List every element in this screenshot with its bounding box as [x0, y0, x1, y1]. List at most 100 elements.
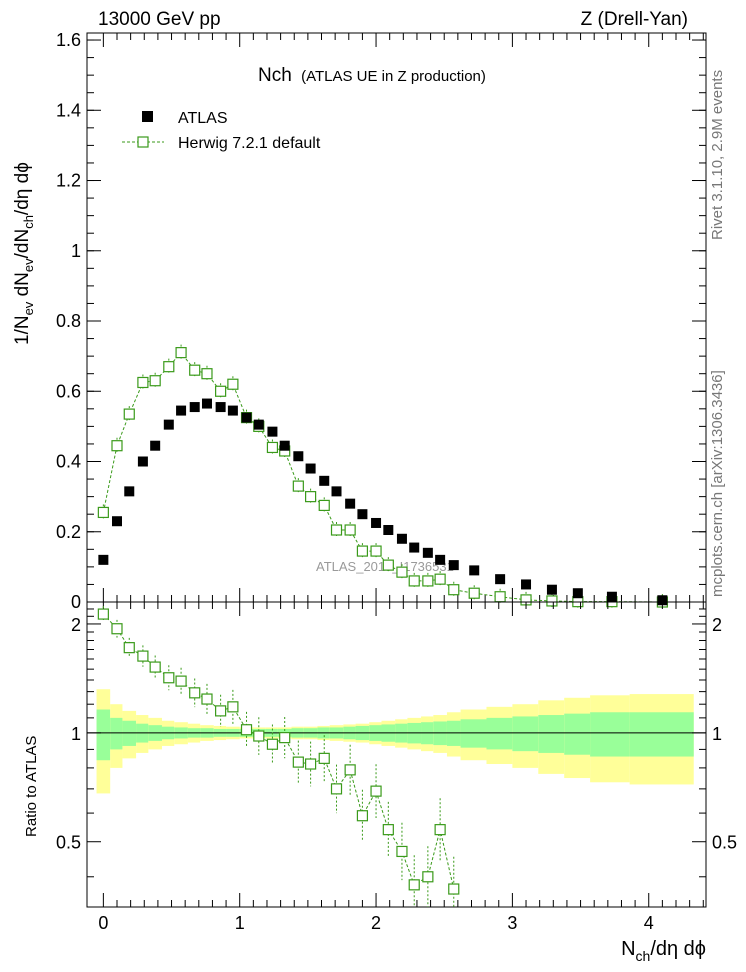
herwig-point: [468, 587, 480, 599]
ratio-point: [137, 650, 149, 662]
rivet-label: Rivet 3.1.10, 2.9M events: [709, 70, 726, 240]
ratio-curve: [102, 613, 455, 890]
main-ytick-label: 0.2: [56, 522, 81, 542]
herwig-point: [163, 361, 175, 373]
plot-title-sub: (ATLAS UE in Z production): [301, 68, 486, 85]
band-inner: [512, 716, 539, 752]
ratio-point: [305, 758, 317, 770]
herwig-point: [330, 524, 343, 536]
ratio-ticks: [87, 602, 706, 907]
ratio-ytick-label: 1: [71, 724, 81, 744]
herwig-point: [201, 368, 213, 380]
band-inner: [564, 713, 591, 755]
band-inner: [590, 712, 630, 757]
main-ytick-label: 0.4: [56, 452, 81, 472]
ratio-herwig-line: [102, 613, 455, 890]
atlas-point: [657, 595, 668, 606]
ratio-point: [370, 785, 382, 797]
main-ytick-label: 0.6: [56, 381, 81, 401]
atlas-point: [111, 516, 122, 527]
band-inner: [446, 720, 461, 746]
xtick-label: 4: [644, 913, 654, 933]
atlas-point: [98, 554, 109, 565]
herwig-point: [370, 545, 382, 557]
ratio-ytick-label: 0.5: [56, 833, 81, 853]
ratio-panel: 0.5 0.5 1 1 2 2 0 1 2 3 4 Ratio to ATLAS Nch/dη d…: [23, 601, 737, 964]
herwig-point: [266, 441, 279, 454]
atlas-point: [495, 574, 506, 585]
ratio-ylabel: Ratio to ATLAS: [23, 736, 40, 837]
main-ytick-label: 0.8: [56, 311, 81, 331]
ratio-point: [434, 824, 446, 836]
herwig-point: [344, 524, 356, 536]
herwig-point: [356, 545, 369, 557]
atlas-point: [383, 524, 394, 535]
herwig-point: [494, 591, 506, 603]
plot-title-main: Nch: [258, 65, 292, 86]
atlas-point: [279, 440, 290, 451]
ratio-point: [396, 845, 408, 858]
main-panel: 0 0.2 0.4 0.6 0.8 1 1.2 1.4 1.6 Nch (ATLAS UE in…: [12, 30, 707, 612]
atlas-point: [331, 486, 342, 497]
herwig-point: [434, 573, 446, 585]
ratio-frame: [86, 601, 707, 908]
ratio-point: [163, 672, 175, 684]
herwig-point: [215, 385, 227, 397]
mcplots-label: mcplots.cern.ch [arXiv:1306.3436]: [709, 370, 726, 597]
herwig-point: [149, 375, 161, 387]
ratio-xticklabels: 0 1 2 3 4: [98, 913, 653, 933]
herwig-point: [448, 584, 460, 596]
main-yticklabels: 0 0.2 0.4 0.6 0.8 1 1.2 1.4 1.6: [56, 30, 81, 612]
ratio-point: [149, 661, 161, 673]
atlas-point: [163, 419, 174, 430]
legend: ATLAS Herwig 7.2.1 default: [122, 110, 321, 152]
herwig-point: [396, 566, 408, 578]
atlas-point: [546, 584, 557, 595]
ratio-ytick-label-right: 1: [712, 724, 722, 744]
ratio-ytick-label: 2: [71, 615, 81, 635]
main-ytick-label: 1.4: [56, 100, 81, 120]
ratio-herwig-points: [97, 606, 460, 907]
atlas-point: [345, 498, 356, 509]
atlas-point: [319, 475, 330, 486]
legend-herwig-marker: [137, 136, 149, 148]
ratio-point: [408, 879, 420, 891]
atlas-point: [409, 542, 420, 553]
ratio-point: [356, 810, 369, 822]
header-right: Z (Drell-Yan): [581, 9, 688, 30]
atlas-point: [176, 405, 187, 416]
herwig-point: [123, 408, 135, 420]
atlas-point: [435, 554, 446, 565]
ratio-point: [97, 608, 109, 620]
main-ytick-label: 1.2: [56, 171, 81, 191]
plot-title: Nch (ATLAS UE in Z production): [258, 65, 486, 86]
xlabel: Nch/dη dϕ: [621, 938, 706, 964]
main-atlas-points: [98, 398, 668, 606]
band-inner: [96, 709, 111, 761]
ratio-point: [189, 687, 201, 699]
xtick-label: 1: [235, 913, 245, 933]
ratio-bands: [96, 689, 694, 794]
herwig-point: [227, 378, 239, 390]
xtick-label: 2: [371, 913, 381, 933]
main-ytick-label: 0: [71, 592, 81, 612]
ratio-point: [175, 675, 187, 687]
main-ytick-label: 1: [71, 241, 81, 261]
band-inner: [538, 715, 565, 753]
herwig-point: [189, 364, 201, 376]
herwig-point: [318, 499, 330, 512]
atlas-point: [422, 547, 433, 558]
atlas-point: [448, 560, 459, 571]
atlas-point: [150, 440, 161, 451]
legend-herwig-label: Herwig 7.2.1 default: [178, 135, 321, 152]
atlas-point: [124, 486, 135, 497]
ratio-point: [448, 883, 460, 895]
ratio-point: [279, 732, 291, 744]
atlas-point: [241, 412, 252, 423]
ratio-ytick-label-right: 2: [712, 615, 722, 635]
main-ytick-label: 1.6: [56, 30, 81, 50]
herwig-point: [422, 575, 434, 587]
atlas-point: [293, 451, 304, 462]
ratio-point: [266, 738, 279, 750]
atlas-point: [189, 402, 200, 413]
